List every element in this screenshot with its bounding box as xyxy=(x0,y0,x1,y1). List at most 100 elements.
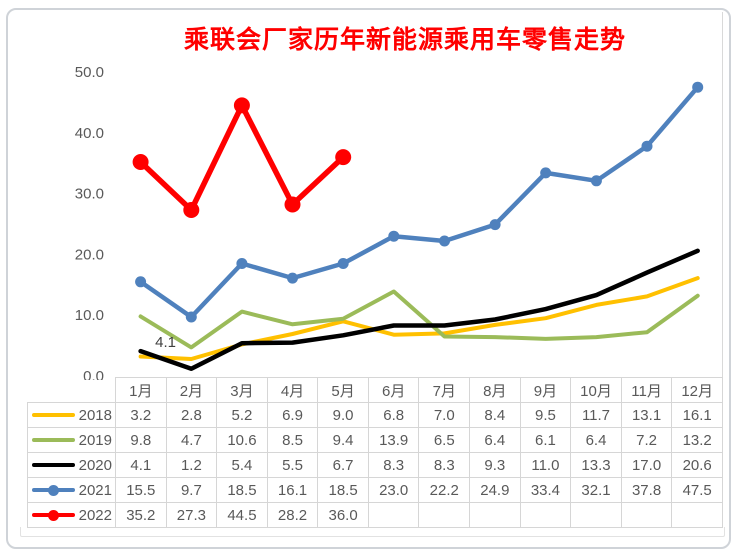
series-marker-2022 xyxy=(233,97,250,114)
table-cell: 9.4 xyxy=(317,427,369,453)
table-cell: 5.4 xyxy=(216,452,268,478)
table-cell: 11.7 xyxy=(570,402,622,428)
table-cell: 8.4 xyxy=(469,402,521,428)
table-corner-cell xyxy=(28,378,116,403)
data-label-annotation: 4.1 xyxy=(155,334,176,351)
table-cell: 9.7 xyxy=(165,477,218,503)
table-cell: 18.5 xyxy=(216,477,268,503)
table-row-2018: 2018 3.2 2.8 5.2 6.9 9.0 6.8 7.0 8.4 9.5 11.7 13.1 1… xyxy=(27,402,723,428)
series-marker-2021 xyxy=(236,258,248,269)
series-marker-2021 xyxy=(287,272,298,284)
month-header-cell: 10月 xyxy=(570,377,622,403)
table-cell: 3.2 xyxy=(115,402,167,428)
series-line-2020 xyxy=(138,248,700,371)
month-header-cell: 7月 xyxy=(418,377,471,403)
plot-right-border xyxy=(722,12,723,377)
table-cell: 9.5 xyxy=(519,402,572,428)
month-header-cell: 4月 xyxy=(266,377,319,403)
series-marker-2021 xyxy=(641,140,653,152)
y-axis-tick-label: 10.0 xyxy=(75,307,104,324)
table-header-row: 1月 2月 3月 4月 5月 6月 7月 8月 9月 10月 11月 12月 xyxy=(28,377,723,403)
series-marker-2021 xyxy=(489,219,501,231)
series-marker-2022 xyxy=(132,154,149,170)
table-cell: 2.8 xyxy=(165,402,218,428)
table-cell: 33.4 xyxy=(519,477,572,503)
table-row-2022: 2022 35.2 27.3 44.5 28.2 36.0 xyxy=(27,502,723,528)
table-bottom-strip xyxy=(20,527,725,537)
table-cell: 15.5 xyxy=(115,477,167,503)
table-cell: 7.2 xyxy=(620,427,673,453)
table-cell xyxy=(367,502,420,528)
table-cell: 9.3 xyxy=(469,452,521,478)
table-cell: 5.5 xyxy=(266,452,319,478)
table-cell: 6.1 xyxy=(519,427,572,453)
month-header-cell: 3月 xyxy=(216,377,268,403)
table-cell: 20.6 xyxy=(671,452,723,478)
table-cell: 27.3 xyxy=(165,502,218,528)
legend-cell-2019: 2019 xyxy=(27,427,116,453)
month-header-cell: 12月 xyxy=(671,377,723,403)
table-cell: 9.8 xyxy=(115,427,167,453)
table-cell: 6.8 xyxy=(367,402,420,428)
table-row-2019: 2019 9.8 4.7 10.6 8.5 9.4 13.9 6.5 6.4 6.1 6.4 7.2 1… xyxy=(27,427,723,453)
legend-line-2018 xyxy=(32,413,75,417)
series-year-label: 2018 xyxy=(78,406,112,424)
table-row-2020: 2020 4.1 1.2 5.4 5.5 6.7 8.3 8.3 9.3 11.0 13.3 17.0… xyxy=(27,452,723,478)
table-cell: 13.1 xyxy=(620,402,673,428)
table-cell: 8.5 xyxy=(266,427,319,453)
table-cell: 6.9 xyxy=(266,402,319,428)
series-year-label: 2021 xyxy=(78,481,112,499)
series-year-label: 2022 xyxy=(78,506,112,524)
legend-marker-2022 xyxy=(48,509,59,521)
table-row-2021: 2021 15.5 9.7 18.5 16.1 18.5 23.0 22.2 24.9 33.4 3… xyxy=(27,477,723,503)
table-cell: 9.0 xyxy=(317,402,369,428)
table-cell: 13.2 xyxy=(671,427,723,453)
month-header-cell: 5月 xyxy=(317,377,369,403)
series-marker-2021 xyxy=(185,311,197,323)
series-marker-2022 xyxy=(183,202,200,218)
table-cell: 6.5 xyxy=(418,427,471,453)
series-line-2019 xyxy=(138,289,700,350)
series-year-label: 2019 xyxy=(78,431,112,449)
table-cell: 47.5 xyxy=(671,477,723,503)
legend-line-2020 xyxy=(32,463,75,467)
legend-swatch-2019 xyxy=(32,429,75,452)
table-cell: 7.0 xyxy=(418,402,471,428)
table-cell xyxy=(570,502,622,528)
table-cell: 37.8 xyxy=(620,477,673,503)
series-marker-2021 xyxy=(540,167,552,179)
table-cell: 4.7 xyxy=(165,427,218,453)
table-cell: 4.1 xyxy=(115,452,167,478)
legend-line-2019 xyxy=(32,438,75,442)
table-cell: 44.5 xyxy=(216,502,268,528)
legend-swatch-2020 xyxy=(32,454,75,477)
y-axis-tick-label: 40.0 xyxy=(75,125,104,142)
table-cell: 23.0 xyxy=(367,477,420,503)
month-header-cell: 8月 xyxy=(469,377,521,403)
table-cell: 5.2 xyxy=(216,402,268,428)
table-cell: 22.2 xyxy=(418,477,471,503)
series-year-label: 2020 xyxy=(78,456,112,474)
legend-cell-2020: 2020 xyxy=(27,452,116,478)
table-cell: 24.9 xyxy=(469,477,521,503)
legend-marker-2021 xyxy=(48,484,59,496)
table-cell: 13.3 xyxy=(570,452,622,478)
table-cell xyxy=(620,502,673,528)
series-marker-2021 xyxy=(135,276,147,288)
legend-swatch-2022 xyxy=(32,504,75,527)
y-axis-tick-label: 20.0 xyxy=(75,246,104,263)
series-marker-2021 xyxy=(692,81,704,93)
series-marker-2021 xyxy=(388,230,400,242)
table-cell: 17.0 xyxy=(620,452,673,478)
legend-swatch-2021 xyxy=(32,479,75,502)
series-line-2018 xyxy=(138,276,700,361)
table-cell: 1.2 xyxy=(165,452,218,478)
y-axis-tick-label: 30.0 xyxy=(75,186,104,203)
chart-title: 乘联会厂家历年新能源乘用车零售走势 xyxy=(183,26,626,54)
table-cell: 36.0 xyxy=(317,502,369,528)
table-cell: 6.7 xyxy=(317,452,369,478)
series-line-2021 xyxy=(138,84,700,320)
table-cell xyxy=(671,502,723,528)
chart-plot-area: 0.0 10.0 20.0 30.0 40.0 50.0 4.1 xyxy=(75,64,704,380)
table-cell: 8.3 xyxy=(418,452,471,478)
